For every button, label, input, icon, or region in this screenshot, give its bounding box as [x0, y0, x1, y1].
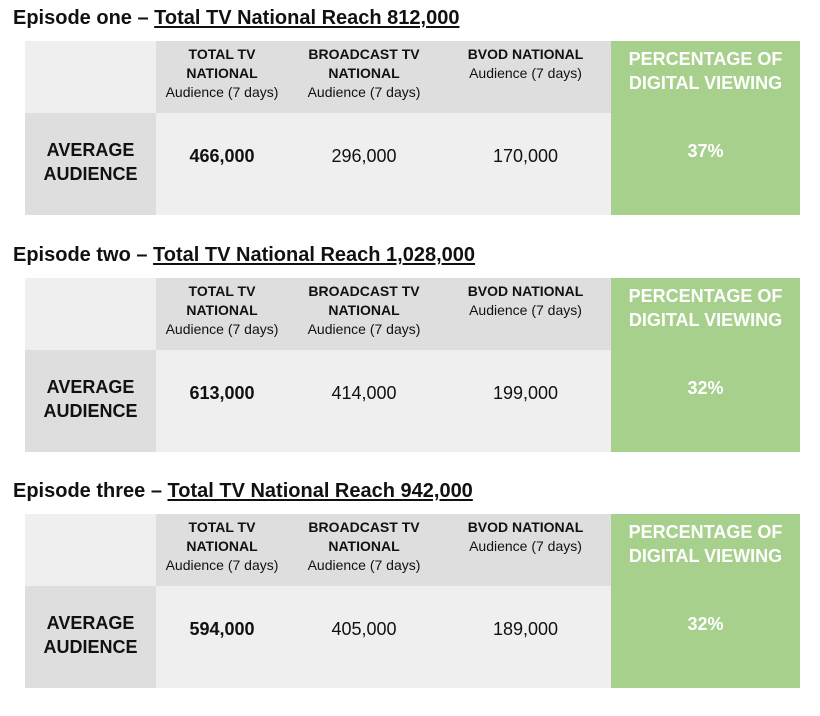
value-bvod: 199,000: [492, 383, 559, 403]
column-header-broadcast-tv: BROADCAST TV NATIONAL Audience (7 days): [298, 282, 430, 339]
column-title: BROADCAST TV NATIONAL: [308, 283, 420, 318]
column-title: BROADCAST TV NATIONAL: [308, 519, 420, 554]
column-subtitle: Audience (7 days): [307, 557, 421, 573]
column-subtitle: Audience (7 days): [469, 302, 582, 318]
values-row: [156, 113, 611, 215]
column-header-broadcast-tv: BROADCAST TV NATIONAL Audience (7 days): [298, 518, 430, 575]
value-broadcast-tv: 296,000: [331, 146, 397, 166]
episode-three-heading: Episode three – Total TV National Reach …: [13, 477, 473, 505]
episode-name: Episode three: [13, 480, 146, 502]
header-row: [156, 278, 611, 350]
column-header-total-tv: TOTAL TV NATIONAL Audience (7 days): [156, 45, 288, 102]
column-subtitle: Audience (7 days): [469, 65, 582, 81]
value-digital-percentage: 37%: [687, 141, 724, 161]
national-reach: Total TV National Reach 812,000: [154, 7, 460, 29]
column-subtitle: Audience (7 days): [307, 321, 421, 337]
values-row: [156, 586, 611, 688]
column-header-bvod: BVOD NATIONAL Audience (7 days): [455, 45, 596, 83]
column-header-digital-percentage: PERCENTAGE OF DIGITAL VIEWING: [628, 49, 783, 93]
header-row: [156, 514, 611, 586]
column-header-bvod: BVOD NATIONAL Audience (7 days): [455, 282, 596, 320]
value-total-tv: 594,000: [189, 619, 255, 639]
value-bvod: 170,000: [492, 146, 559, 166]
title-separator: –: [136, 244, 148, 266]
value-digital-percentage: 32%: [687, 614, 724, 634]
episode-two-heading: Episode two – Total TV National Reach 1,…: [13, 241, 475, 269]
column-subtitle: Audience (7 days): [307, 84, 421, 100]
column-title: BVOD NATIONAL: [467, 283, 584, 299]
row-label-average-audience: AVERAGE AUDIENCE: [25, 350, 156, 452]
row-label-average-audience: AVERAGE AUDIENCE: [25, 113, 156, 215]
national-reach: Total TV National Reach 942,000: [167, 480, 473, 502]
title-separator: –: [150, 480, 162, 502]
column-title: TOTAL TV NATIONAL: [186, 283, 258, 318]
header-row: [156, 41, 611, 113]
column-title: BVOD NATIONAL: [467, 519, 584, 535]
value-total-tv: 613,000: [189, 383, 255, 403]
table-corner: [25, 278, 156, 350]
episode-name: Episode one: [13, 7, 132, 29]
column-header-total-tv: TOTAL TV NATIONAL Audience (7 days): [156, 518, 288, 575]
column-header-total-tv: TOTAL TV NATIONAL Audience (7 days): [156, 282, 288, 339]
column-subtitle: Audience (7 days): [165, 321, 279, 337]
column-header-digital-percentage: PERCENTAGE OF DIGITAL VIEWING: [628, 286, 783, 330]
digital-viewing-column: [611, 278, 800, 452]
national-reach: Total TV National Reach 1,028,000: [153, 244, 476, 266]
column-subtitle: Audience (7 days): [469, 538, 582, 554]
column-title: TOTAL TV NATIONAL: [186, 519, 258, 554]
episode-one-heading: Episode one – Total TV National Reach 81…: [13, 4, 459, 32]
column-header-digital-percentage: PERCENTAGE OF DIGITAL VIEWING: [628, 522, 783, 566]
column-subtitle: Audience (7 days): [165, 84, 279, 100]
audience-table: AVERAGE AUDIENCE TOTAL TV NATIONAL Audie…: [25, 514, 800, 688]
episode-name: Episode two: [13, 244, 131, 266]
value-bvod: 189,000: [492, 619, 559, 639]
column-title: BROADCAST TV NATIONAL: [308, 46, 420, 81]
column-title: TOTAL TV NATIONAL: [186, 46, 258, 81]
table-corner: [25, 514, 156, 586]
column-subtitle: Audience (7 days): [165, 557, 279, 573]
value-digital-percentage: 32%: [687, 378, 724, 398]
column-header-bvod: BVOD NATIONAL Audience (7 days): [455, 518, 596, 556]
audience-table: AVERAGE AUDIENCE TOTAL TV NATIONAL Audie…: [25, 278, 800, 452]
column-title: BVOD NATIONAL: [467, 46, 584, 62]
value-broadcast-tv: 414,000: [331, 383, 397, 403]
value-broadcast-tv: 405,000: [331, 619, 397, 639]
column-header-broadcast-tv: BROADCAST TV NATIONAL Audience (7 days): [298, 45, 430, 102]
digital-viewing-column: [611, 41, 800, 215]
row-label-average-audience: AVERAGE AUDIENCE: [25, 586, 156, 688]
value-total-tv: 466,000: [189, 146, 255, 166]
audience-table: AVERAGE AUDIENCE TOTAL TV NATIONAL Audie…: [25, 41, 800, 215]
table-corner: [25, 41, 156, 113]
title-separator: –: [137, 7, 149, 29]
values-row: [156, 350, 611, 452]
digital-viewing-column: [611, 514, 800, 688]
